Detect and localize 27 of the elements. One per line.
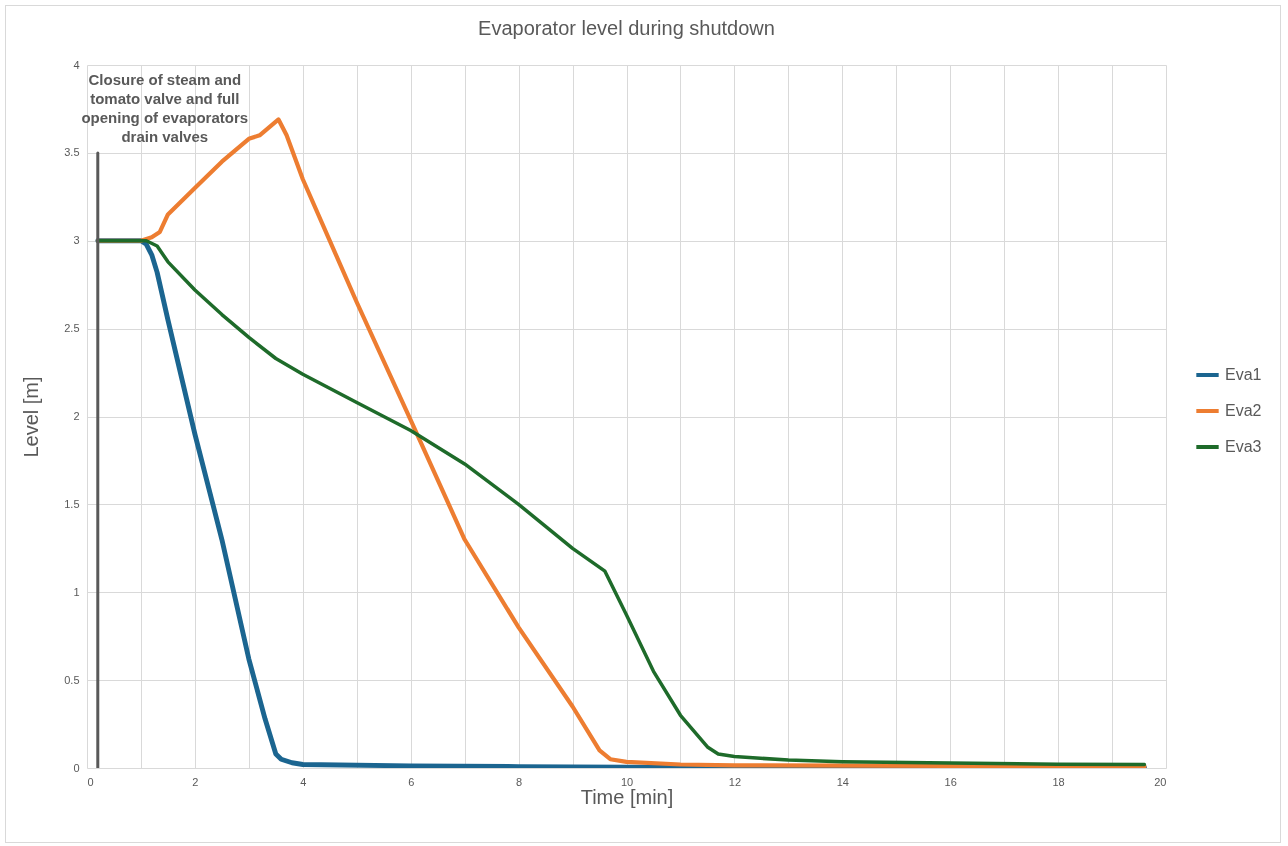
legend-label: Eva3 [1225, 438, 1262, 455]
x-tick-label: 0 [87, 775, 94, 788]
y-tick-label: 4 [73, 58, 80, 71]
y-tick-label: 0 [73, 761, 80, 774]
legend-label: Eva2 [1225, 402, 1262, 419]
x-axis-title: Time [min] [580, 785, 674, 808]
y-axis-title: Level [m] [20, 376, 43, 458]
y-tick-label: 3 [73, 234, 80, 247]
x-tick-label: 10 [620, 775, 634, 788]
y-tick-label: 3.5 [64, 146, 80, 159]
x-tick-label: 18 [1052, 775, 1065, 788]
x-tick-label: 6 [408, 775, 415, 788]
x-tick-label: 12 [728, 775, 742, 788]
x-tick-label: 4 [300, 775, 307, 788]
x-tick-label: 2 [192, 775, 199, 788]
y-tick-label: 1 [73, 585, 80, 598]
x-tick-label: 8 [516, 775, 523, 788]
y-tick-label: 1.5 [64, 497, 80, 510]
x-tick-label: 20 [1154, 775, 1167, 788]
x-tick-label: 16 [944, 775, 957, 788]
legend-label: Eva1 [1225, 366, 1262, 383]
y-tick-label: 2.5 [64, 322, 80, 335]
annotation: Closure of steam and tomato valve and full opening of evaporators drain valves [81, 70, 249, 145]
chart-title: Evaporator level during shutdown [478, 17, 775, 39]
x-tick-label: 14 [836, 775, 849, 788]
y-tick-label: 2 [73, 410, 80, 422]
y-tick-label: 0.5 [64, 673, 80, 686]
